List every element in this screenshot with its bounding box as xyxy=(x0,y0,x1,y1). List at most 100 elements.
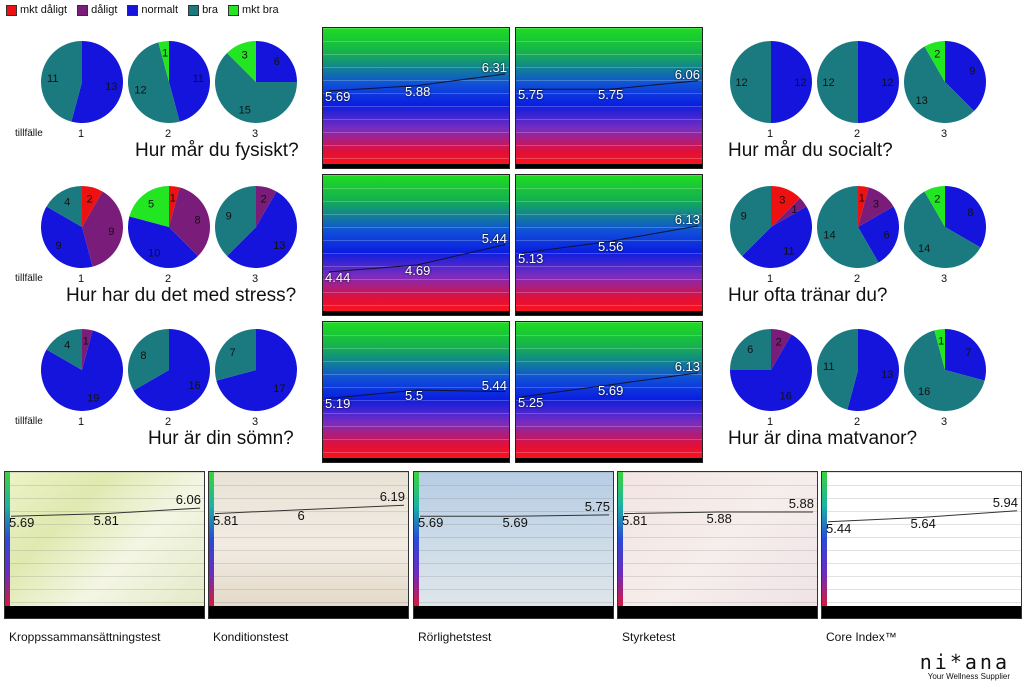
trend-line xyxy=(214,504,405,515)
pie-slice-label: 8 xyxy=(194,214,200,226)
pie-chart: 2 16 6 xyxy=(730,329,812,411)
question-title: Hur mår du fysiskt? xyxy=(135,140,299,161)
occasion-index: 2 xyxy=(165,273,172,285)
data-label: 5.56 xyxy=(598,239,624,255)
pie-slice-label: 16 xyxy=(780,391,792,403)
pie-slice-label: 14 xyxy=(918,243,930,255)
pie-chart: 1 3 6 14 xyxy=(817,186,899,268)
gradient-chart: 5.25 5.69 6.13 xyxy=(515,321,703,463)
pie-slice xyxy=(41,330,123,411)
pie-slice xyxy=(216,329,297,411)
pie-slice xyxy=(771,198,807,227)
trend-line xyxy=(623,511,813,515)
pie-slice xyxy=(730,329,771,370)
pie-slice xyxy=(227,191,297,268)
occasion-index: 1 xyxy=(767,273,774,285)
pie-slice xyxy=(771,186,800,227)
pie-chart: 17 7 xyxy=(215,329,297,411)
pie-slice-label: 4 xyxy=(64,196,70,208)
pie-slice-label: 8 xyxy=(140,350,146,362)
question-title: Hur är din sömn? xyxy=(148,428,294,449)
legend-label: normalt xyxy=(141,4,179,16)
data-label: 5.88 xyxy=(405,83,431,99)
data-label: 5.81 xyxy=(622,512,648,528)
pie-slice xyxy=(817,329,858,410)
pie-slice-label: 11 xyxy=(823,361,834,373)
occasion-label: tillfälle xyxy=(15,128,43,139)
trend-line xyxy=(328,244,506,273)
pie-slice-label: 11 xyxy=(783,245,794,257)
legend-item: mkt bra xyxy=(227,4,279,16)
trend-polyline xyxy=(328,73,506,92)
pie-slice-label: 9 xyxy=(226,211,232,223)
occasion-label: tillfälle xyxy=(15,416,43,427)
pie-slice-label: 3 xyxy=(779,195,785,207)
pie-slice xyxy=(169,41,210,122)
data-label: 5.88 xyxy=(706,511,732,527)
pie-slice xyxy=(71,41,124,124)
pie-slice-label: 1 xyxy=(791,204,797,216)
pie-slice xyxy=(127,42,180,124)
pie-slice-label: 11 xyxy=(47,73,58,85)
pie-slice xyxy=(904,330,985,411)
occasion-index: 2 xyxy=(165,128,172,140)
data-label: 5.69 xyxy=(325,88,351,104)
pie-slice-label: 5 xyxy=(148,199,154,211)
pie-slice xyxy=(133,329,210,411)
data-label: 6.13 xyxy=(674,358,700,374)
pie-slice-label: 15 xyxy=(239,104,251,116)
pie-chart: 13 11 xyxy=(41,41,124,124)
data-label: 5.81 xyxy=(93,512,119,528)
pie-slice xyxy=(847,329,899,411)
pie-slice xyxy=(82,186,103,227)
trend-line xyxy=(521,372,699,398)
pie-slice-label: 6 xyxy=(883,230,889,242)
pie-slice-label: 1 xyxy=(170,193,176,205)
trend-polyline xyxy=(420,514,610,517)
pie-slice-label: 10 xyxy=(148,248,160,260)
pie-slice xyxy=(771,41,812,123)
gradient-chart: 5.13 5.56 6.13 xyxy=(515,174,703,316)
data-label: 5.69 xyxy=(9,515,35,531)
pie-slice xyxy=(129,186,169,227)
legend: mkt dåligt dåligt normalt bra mkt bra xyxy=(6,4,279,16)
pie-chart: 12 12 xyxy=(817,41,899,123)
test-label: Kroppssammansättningstest xyxy=(9,630,161,644)
pie-slice xyxy=(771,329,792,370)
pie-slice-label: 1 xyxy=(162,48,168,60)
test-label: Rörlighetstest xyxy=(418,630,492,644)
pie-slice-label: 13 xyxy=(105,81,117,93)
data-label: 5.88 xyxy=(788,496,814,512)
pie-slice xyxy=(227,41,256,82)
data-label: 5.64 xyxy=(910,516,936,532)
gradient-chart: 4.44 4.69 5.44 xyxy=(322,174,510,316)
test-panel: 5.44 5.64 5.94 xyxy=(821,471,1022,619)
trend-polyline xyxy=(521,225,699,254)
data-label: 5.69 xyxy=(598,382,624,398)
data-label: 5.19 xyxy=(325,396,351,412)
pie-slice xyxy=(41,41,82,122)
pie-slice xyxy=(215,53,297,123)
pie-chart: 9 13 2 xyxy=(904,41,986,124)
pie-slice-label: 4 xyxy=(64,339,70,351)
gradient-chart: 5.19 5.5 5.44 xyxy=(322,321,510,463)
data-label: 6.06 xyxy=(674,66,700,82)
pie-slice-label: 7 xyxy=(230,347,236,359)
data-label: 5.75 xyxy=(598,87,624,103)
pie-slice-label: 14 xyxy=(823,230,835,242)
pie-slice xyxy=(858,206,899,263)
pie-chart: 6 15 3 xyxy=(215,41,297,123)
test-panel: 5.69 5.69 5.75 xyxy=(413,471,614,619)
pie-chart: 11 12 1 xyxy=(127,41,210,124)
pie-slice-label: 9 xyxy=(741,211,747,223)
pie-chart: 2 13 9 xyxy=(215,186,297,268)
legend-label: mkt bra xyxy=(241,4,279,16)
pie-slice xyxy=(924,41,945,82)
pie-slice xyxy=(945,41,986,111)
pie-slice-label: 17 xyxy=(273,383,285,395)
pie-chart: 2 9 9 4 xyxy=(41,186,123,268)
pie-slice-label: 12 xyxy=(881,77,893,89)
pie-slice-label: 12 xyxy=(134,85,146,97)
pie-slice-label: 3 xyxy=(242,50,248,62)
occasion-index: 2 xyxy=(854,273,861,285)
